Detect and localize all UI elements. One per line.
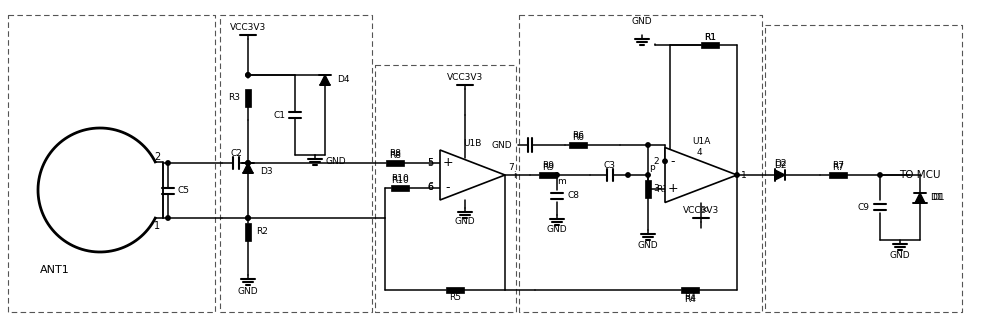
Circle shape: [555, 173, 559, 177]
Bar: [386, 159, 404, 166]
Text: +: +: [668, 182, 678, 195]
Text: 2: 2: [154, 152, 160, 162]
Text: 5: 5: [427, 157, 433, 168]
Text: 1: 1: [741, 170, 747, 180]
Text: ANT1: ANT1: [40, 265, 70, 275]
Text: R7: R7: [832, 164, 844, 172]
Text: R10: R10: [391, 176, 409, 185]
Text: GND: GND: [890, 251, 910, 260]
Text: VCC3V3: VCC3V3: [230, 23, 266, 33]
Text: GND: GND: [632, 17, 652, 25]
Circle shape: [246, 216, 250, 220]
Text: R6: R6: [572, 131, 584, 141]
Text: D4: D4: [337, 76, 350, 84]
Text: -: -: [446, 181, 450, 194]
Polygon shape: [665, 147, 737, 202]
Circle shape: [626, 173, 630, 177]
Text: 3: 3: [653, 184, 659, 193]
Text: 2: 2: [653, 157, 659, 166]
Text: +: +: [443, 156, 453, 169]
Circle shape: [246, 73, 250, 77]
Text: GND: GND: [455, 217, 475, 227]
Circle shape: [663, 159, 667, 163]
Text: R9: R9: [542, 161, 554, 170]
Circle shape: [246, 216, 250, 220]
Text: C3: C3: [604, 160, 616, 170]
Circle shape: [735, 173, 739, 177]
Circle shape: [246, 73, 250, 77]
Text: C9: C9: [858, 202, 870, 212]
Text: p: p: [649, 162, 655, 171]
Polygon shape: [243, 163, 253, 173]
Text: D1: D1: [932, 194, 945, 202]
Text: 1: 1: [154, 221, 160, 231]
Bar: [391, 185, 409, 190]
Text: U1A: U1A: [692, 137, 710, 146]
Text: R6: R6: [572, 134, 584, 142]
Circle shape: [246, 161, 250, 165]
Bar: [446, 287, 464, 293]
Text: -: -: [671, 155, 675, 168]
Text: R11: R11: [656, 185, 674, 194]
Bar: [645, 180, 651, 198]
Polygon shape: [775, 170, 785, 180]
Text: R9: R9: [542, 164, 554, 172]
Text: R7: R7: [832, 161, 844, 170]
Text: R4: R4: [684, 293, 696, 303]
Polygon shape: [320, 75, 330, 85]
Text: R4: R4: [684, 295, 696, 304]
Circle shape: [166, 161, 170, 165]
Text: VCC3V3: VCC3V3: [447, 73, 483, 82]
Text: D2: D2: [774, 161, 786, 170]
Text: C8: C8: [567, 191, 579, 200]
Polygon shape: [440, 150, 505, 200]
Bar: [539, 172, 557, 178]
Bar: [701, 42, 719, 48]
Text: i: i: [513, 170, 516, 180]
Text: 6: 6: [427, 183, 433, 192]
Text: GND: GND: [325, 157, 346, 167]
Text: 7: 7: [508, 162, 514, 171]
Text: R1: R1: [704, 34, 716, 42]
Text: VCC3V3: VCC3V3: [683, 206, 719, 215]
Text: R8: R8: [389, 149, 401, 158]
Text: C2: C2: [230, 149, 242, 157]
Text: 4: 4: [696, 148, 702, 157]
Text: R1: R1: [704, 33, 716, 41]
Text: U1B: U1B: [463, 140, 482, 149]
Text: GND: GND: [638, 241, 658, 249]
Bar: [569, 142, 587, 148]
Text: D3: D3: [260, 167, 273, 175]
Circle shape: [166, 216, 170, 220]
Bar: [245, 88, 251, 107]
Text: C1: C1: [273, 111, 285, 120]
Text: GND: GND: [491, 141, 512, 150]
Text: R5: R5: [449, 293, 461, 303]
Text: TO MCU: TO MCU: [899, 170, 941, 180]
Text: GND: GND: [238, 287, 258, 295]
Text: 6: 6: [427, 183, 433, 192]
Text: 5: 5: [427, 158, 433, 167]
Text: R2: R2: [256, 228, 268, 236]
Text: C5: C5: [178, 186, 190, 195]
Bar: [245, 223, 251, 241]
Circle shape: [646, 143, 650, 147]
Circle shape: [246, 161, 250, 165]
Bar: [681, 287, 699, 293]
Text: m: m: [558, 177, 566, 186]
Text: R8: R8: [389, 151, 401, 160]
Text: R3: R3: [228, 93, 240, 102]
Circle shape: [646, 173, 650, 177]
Text: D2: D2: [774, 159, 786, 169]
Text: D1: D1: [930, 194, 943, 202]
Polygon shape: [915, 193, 925, 203]
Bar: [829, 172, 847, 178]
Text: R10: R10: [391, 174, 409, 183]
Circle shape: [878, 173, 882, 177]
Text: ∞: ∞: [699, 205, 709, 215]
Text: GND: GND: [547, 226, 567, 234]
